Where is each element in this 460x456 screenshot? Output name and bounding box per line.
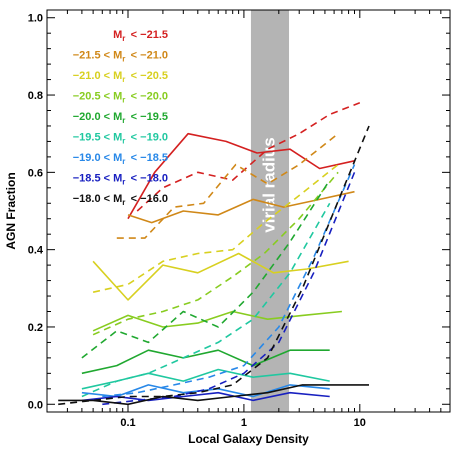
legend-entry-8: −18.5 < Mr < −18.0 [73, 173, 168, 187]
x-tick-label: 10 [354, 417, 366, 429]
series-lines [58, 102, 370, 406]
legend-entry-6: −19.5 < Mr < −19.0 [73, 132, 168, 146]
series-7-dashed-line [102, 164, 356, 398]
legend-entry-9: −18.0 < Mr < −16.0 [73, 193, 168, 207]
series-6-solid-line [81, 368, 330, 390]
series-3-solid-line [92, 252, 349, 301]
legend-entry-1: Mr < −21.5 [113, 29, 168, 43]
y-tick-label: 0.4 [28, 245, 44, 257]
axis-ticks: 0.1 1 10 0.0 0.2 0.4 0.6 0.8 1.0 [28, 10, 450, 429]
y-tick-label: 0.0 [28, 399, 43, 411]
y-tick-label: 0.6 [28, 167, 43, 179]
series-9-solid-line [58, 384, 369, 406]
series-6-dashed-line [81, 202, 331, 398]
legend-entry-7: −19.0 < Mr < −18.5 [73, 152, 168, 166]
plot-frame [46, 9, 451, 413]
series-1-dashed-line [136, 102, 361, 212]
x-tick-label: 1 [241, 417, 247, 429]
x-axis-label: Local Galaxy Density [188, 432, 309, 446]
y-axis-label: AGN Fraction [4, 172, 18, 249]
legend-entry-5: −20.0 < Mr < −19.5 [73, 111, 168, 125]
virial-radius-band-rect [250, 10, 290, 412]
y-tick-label: 1.0 [28, 13, 43, 25]
series-9-dashed-line [58, 125, 370, 406]
series-4-dashed-line [92, 171, 339, 336]
series-3-dashed-line [92, 163, 339, 293]
y-tick-label: 0.2 [28, 322, 43, 334]
virial-radius-band: virial radius [250, 10, 290, 412]
series-5-solid-line [81, 349, 330, 375]
legend-entry-3: −21.0 < Mr < −20.5 [73, 70, 168, 84]
y-tick-label: 0.8 [28, 90, 43, 102]
series-2-dashed-line [116, 133, 339, 239]
legend-entry-2: −21.5 < Mr < −21.0 [73, 50, 168, 64]
series-4-solid-line [92, 310, 342, 332]
series-1-solid-line [127, 132, 355, 220]
virial-radius-label: virial radius [259, 137, 278, 232]
series-5-dashed-line [81, 179, 331, 359]
x-tick-label: 0.1 [120, 417, 135, 429]
legend-entry-4: −20.5 < Mr < −20.0 [73, 91, 168, 105]
legend: Mr < −21.5 −21.5 < Mr < −21.0 −21.0 < Mr <… [73, 29, 168, 207]
